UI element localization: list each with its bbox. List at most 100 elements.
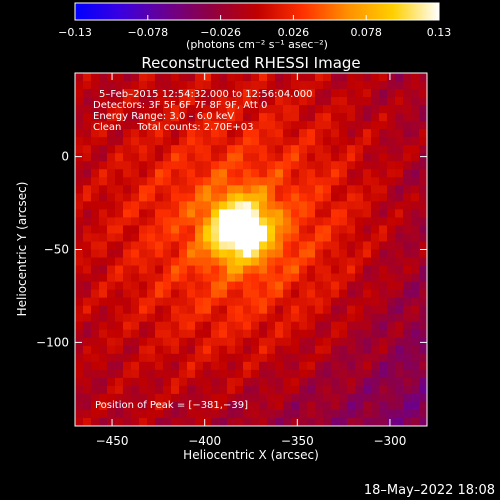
heatmap-cell xyxy=(315,185,324,194)
heatmap-cell xyxy=(171,161,180,170)
heatmap-cell xyxy=(395,353,404,363)
heatmap-cell xyxy=(99,361,108,371)
heatmap-cell xyxy=(115,97,124,106)
heatmap-cell xyxy=(155,209,164,219)
heatmap-cell xyxy=(283,305,292,315)
heatmap-cell xyxy=(211,225,220,235)
heatmap-cell xyxy=(387,145,396,154)
heatmap-cell xyxy=(211,169,220,178)
heatmap-cell xyxy=(419,225,427,235)
heatmap-cell xyxy=(267,129,276,138)
heatmap-cell xyxy=(179,337,188,347)
heatmap-cell xyxy=(107,193,116,202)
heatmap-cell xyxy=(363,73,372,82)
heatmap-cell xyxy=(339,281,348,291)
heatmap-cell xyxy=(379,153,388,162)
heatmap-cell xyxy=(235,161,244,170)
heatmap-cell xyxy=(347,89,356,98)
heatmap-cell xyxy=(91,169,100,178)
heatmap-cell xyxy=(187,417,196,426)
heatmap-cell xyxy=(139,161,148,170)
heatmap-cell xyxy=(307,201,316,210)
heatmap-cell xyxy=(243,257,252,267)
heatmap-cell xyxy=(331,265,340,275)
heatmap-cell xyxy=(115,113,124,122)
heatmap-cell xyxy=(267,377,276,387)
heatmap-cell xyxy=(219,137,228,146)
heatmap-cell xyxy=(307,233,316,243)
heatmap-cell xyxy=(331,401,340,411)
heatmap-cell xyxy=(203,169,212,178)
heatmap-cell xyxy=(387,265,396,275)
heatmap-cell xyxy=(411,89,420,98)
heatmap-cell xyxy=(355,129,364,138)
heatmap-cell xyxy=(163,209,172,219)
heatmap-cell xyxy=(395,313,404,323)
heatmap-cell xyxy=(379,297,388,307)
heatmap-cell xyxy=(355,361,364,371)
heatmap-cell xyxy=(115,297,124,307)
heatmap-cell xyxy=(75,393,84,403)
heatmap-cell xyxy=(155,177,164,186)
heatmap-cell xyxy=(243,409,252,419)
heatmap-cell xyxy=(379,225,388,235)
heatmap-cell xyxy=(115,153,124,162)
heatmap-cell xyxy=(107,321,116,331)
heatmap-cell xyxy=(171,337,180,347)
heatmap-cell xyxy=(323,313,332,323)
heatmap-cell xyxy=(403,377,412,387)
heatmap-cell xyxy=(203,385,212,395)
heatmap-cell xyxy=(75,129,84,138)
heatmap-cell xyxy=(339,273,348,283)
heatmap-cell xyxy=(403,129,412,138)
heatmap-cell xyxy=(227,241,236,251)
heatmap-cell xyxy=(315,265,324,275)
heatmap-cell xyxy=(347,289,356,299)
heatmap-cell xyxy=(347,129,356,138)
heatmap-cell xyxy=(307,257,316,267)
heatmap-cell xyxy=(307,177,316,186)
heatmap-cell xyxy=(419,177,427,186)
heatmap-cell xyxy=(171,377,180,387)
heatmap-cell xyxy=(403,417,412,426)
heatmap-cell xyxy=(283,177,292,186)
heatmap-cell xyxy=(283,329,292,339)
heatmap-cell xyxy=(123,153,132,162)
heatmap-cell xyxy=(411,297,420,307)
heatmap-cell xyxy=(91,265,100,275)
heatmap-cell xyxy=(107,313,116,323)
heatmap-cell xyxy=(331,385,340,395)
heatmap-cell xyxy=(139,121,148,130)
heatmap-cell xyxy=(243,129,252,138)
heatmap-cell xyxy=(251,193,260,202)
heatmap-cell xyxy=(123,161,132,170)
heatmap-cell xyxy=(307,73,316,82)
heatmap-cell xyxy=(171,201,180,210)
heatmap-cell xyxy=(83,153,92,162)
heatmap-cell xyxy=(203,217,212,227)
heatmap-cell xyxy=(387,297,396,307)
heatmap-cell xyxy=(99,161,108,170)
heatmap-cell xyxy=(179,417,188,426)
heatmap-cell xyxy=(283,233,292,243)
heatmap-cell xyxy=(283,201,292,210)
heatmap-cell xyxy=(187,321,196,331)
heatmap-cell xyxy=(219,169,228,178)
heatmap-cell xyxy=(299,265,308,275)
heatmap-cell xyxy=(203,249,212,259)
heatmap-cell xyxy=(147,73,156,82)
heatmap-cell xyxy=(123,73,132,82)
heatmap-cell xyxy=(395,209,404,219)
heatmap-cell xyxy=(123,185,132,194)
heatmap-cell xyxy=(171,297,180,307)
heatmap-cell xyxy=(371,257,380,267)
heatmap-cell xyxy=(339,385,348,395)
heatmap-cell xyxy=(115,329,124,339)
heatmap-cell xyxy=(203,121,212,130)
heatmap-cell xyxy=(91,257,100,267)
heatmap-cell xyxy=(99,257,108,267)
heatmap-cell xyxy=(259,241,268,251)
heatmap-cell xyxy=(75,225,84,235)
heatmap-cell xyxy=(299,273,308,283)
heatmap-cell xyxy=(219,201,228,210)
